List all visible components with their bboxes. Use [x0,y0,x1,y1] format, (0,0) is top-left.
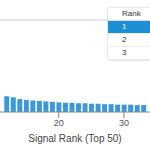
html-text:3: 3 [122,48,127,57]
svg-text:20: 20 [54,118,64,128]
html-text:1: 1 [122,22,127,31]
html-text:2: 2 [122,35,127,44]
svg-text:30: 30 [119,118,129,128]
svg-text:Signal Rank (Top 50): Signal Rank (Top 50) [28,133,121,144]
html-text:Rank: Rank [122,9,141,18]
